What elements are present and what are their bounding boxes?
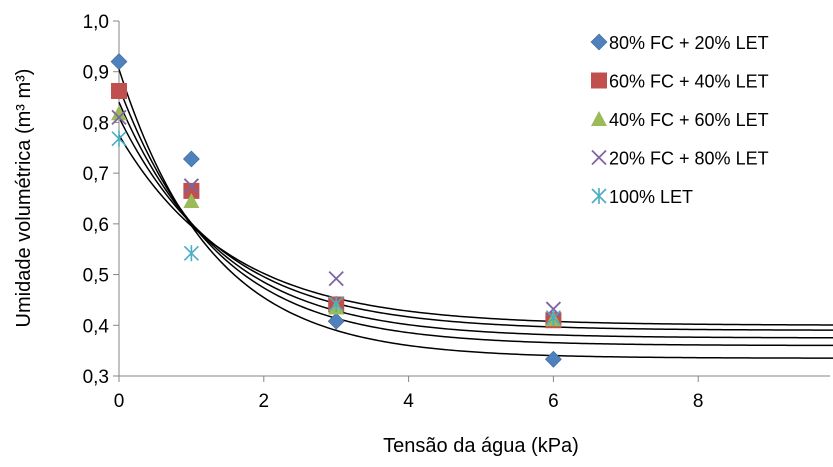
legend-label: 40% FC + 60% LET <box>609 110 769 130</box>
data-point <box>110 53 128 70</box>
fitted-curve <box>118 68 833 359</box>
data-point <box>544 350 562 368</box>
y-tick-label: 0,8 <box>83 113 109 134</box>
legend-label: 80% FC + 20% LET <box>609 33 769 53</box>
data-point <box>183 193 200 209</box>
x-tick-label: 8 <box>693 391 704 412</box>
data-points <box>110 53 562 368</box>
legend-item: 40% FC + 60% LET <box>591 110 769 130</box>
data-point <box>327 312 345 330</box>
x-axis-ticks: 0246810 <box>114 376 833 412</box>
legend: 80% FC + 20% LET 60% FC + 40% LET 40% FC +… <box>590 33 769 207</box>
fitted-curve <box>118 86 833 347</box>
legend-marker <box>591 188 607 204</box>
x-tick-label: 2 <box>259 391 270 412</box>
series-group <box>111 109 562 317</box>
legend-label: 20% FC + 80% LET <box>609 149 769 169</box>
fitted-curve <box>118 134 833 326</box>
legend-item: 20% FC + 80% LET <box>591 149 769 169</box>
data-point <box>183 182 200 199</box>
data-point <box>182 150 200 168</box>
x-tick-label: 4 <box>403 391 414 412</box>
series-group <box>111 130 561 326</box>
data-point <box>183 245 199 262</box>
series-group <box>111 105 562 327</box>
data-point <box>183 178 200 194</box>
x-axis-title: Tensão da água (kPa) <box>383 435 579 457</box>
data-point <box>111 130 127 147</box>
fitted-curve <box>118 101 833 339</box>
legend-item: 100% LET <box>591 187 693 207</box>
fitted-curve <box>118 117 833 331</box>
y-tick-label: 0,5 <box>83 266 109 287</box>
y-tick-label: 0,9 <box>83 63 109 84</box>
legend-item: 60% FC + 40% LET <box>591 72 769 92</box>
y-tick-label: 0,4 <box>83 316 110 337</box>
legend-marker <box>591 149 607 166</box>
legend-marker <box>591 111 607 126</box>
data-point <box>111 82 127 99</box>
data-point <box>545 309 561 326</box>
data-point <box>111 105 127 121</box>
y-axis-ticks: 0,3 0,4 0,5 0,6 0,7 0,8 0,9 1,0 <box>83 12 119 388</box>
data-point <box>328 295 344 312</box>
y-tick-label: 1,0 <box>83 12 109 33</box>
plot-area: 0246810 0,30,40,50,60,70,80,91,0 <box>83 12 833 412</box>
data-point <box>111 109 127 125</box>
fitted-curves <box>118 68 833 359</box>
y-tick-label: 0,6 <box>83 215 109 236</box>
data-point <box>328 270 344 287</box>
legend-label: 60% FC + 40% LET <box>609 72 769 92</box>
legend-marker <box>590 33 608 51</box>
series-group <box>110 53 562 368</box>
y-tick-label: 0,3 <box>83 367 109 388</box>
legend-marker <box>591 72 607 89</box>
legend-label: 100% LET <box>609 187 693 207</box>
legend-item: 80% FC + 20% LET <box>590 33 769 53</box>
y-axis-title: Umidade volumétrica (m³ m³) <box>13 69 35 328</box>
x-tick-label: 6 <box>548 391 559 412</box>
x-tick-label: 0 <box>114 391 125 412</box>
y-tick-label: 0,7 <box>83 164 109 185</box>
